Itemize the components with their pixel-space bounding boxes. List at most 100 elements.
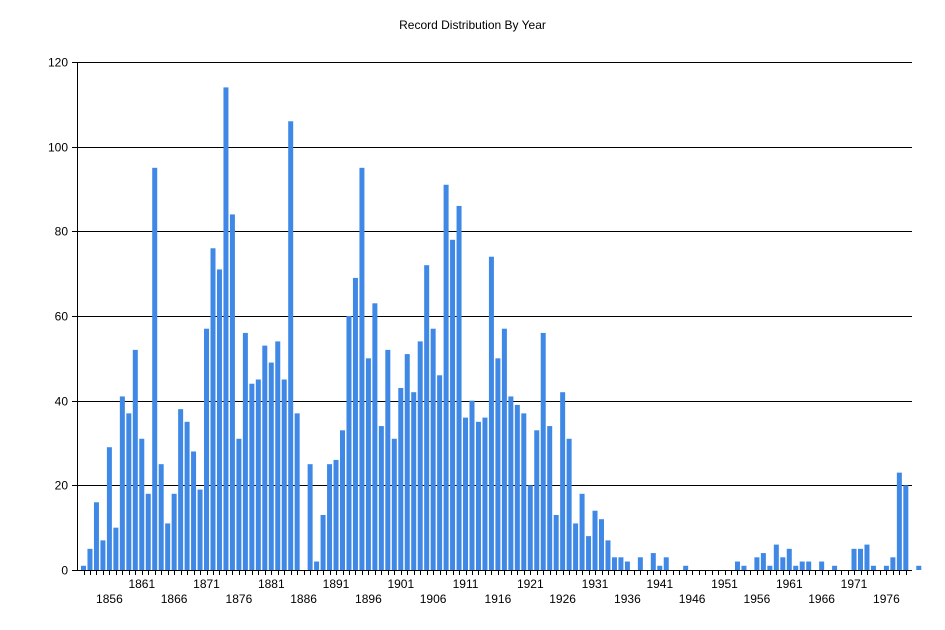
bar-1971 [851,548,857,570]
x-tick-label-lower: 1956 [744,592,771,606]
x-tick-label-upper: 1901 [387,577,414,591]
bars [81,87,922,571]
x-tick-label-lower: 1886 [290,592,317,606]
bar-1867 [178,409,184,570]
bar-1930 [586,536,592,570]
x-tick-label-lower: 1926 [549,592,576,606]
bar-1900 [391,438,397,570]
bar-1895 [359,167,365,570]
bar-1870 [197,489,203,570]
bar-1911 [463,417,469,570]
bar-1890 [327,464,333,570]
bar-1883 [281,379,287,570]
bar-1923 [540,332,546,570]
y-tick-label: 60 [55,310,69,324]
bar-1877 [242,332,248,570]
bar-1972 [858,548,863,570]
bar-1875 [229,214,235,570]
x-tick-label-upper: 1871 [193,577,220,591]
y-tick-label: 120 [48,56,68,70]
bar-1908 [443,184,449,570]
bar-1974 [870,565,876,570]
bar-1906 [430,328,436,570]
bar-1863 [152,167,158,570]
bar-1959 [773,544,779,570]
bar-1884 [288,121,294,571]
x-tick-label-lower: 1976 [873,592,900,606]
bar-1956 [754,557,760,570]
bar-1901 [398,387,404,570]
bar-1928 [573,523,579,570]
bar-1973 [864,544,870,570]
bar-1979 [903,485,909,570]
bar-1966 [819,561,825,570]
bar-1915 [488,256,494,570]
bar-1919 [514,404,520,570]
x-tick-label-upper: 1861 [128,577,155,591]
bar-1940 [650,553,656,570]
bar-1934 [611,557,617,570]
bar-1905 [424,265,430,570]
bar-1880 [262,345,268,570]
bar-1933 [605,540,611,570]
bar-1888 [314,561,320,570]
bar-1865 [165,523,171,570]
bar-1976 [883,565,889,570]
bar-1881 [268,362,274,570]
bar-1898 [378,426,384,570]
bar-1912 [469,400,475,570]
bar-1885 [294,413,300,570]
x-tick-label-lower: 1876 [226,592,253,606]
bar-1891 [333,459,339,570]
bar-1918 [508,396,514,570]
x-tick-label-upper: 1921 [517,577,544,591]
bar-1859 [126,413,132,570]
bar-1941 [657,565,663,570]
x-tick-label-upper: 1971 [841,577,868,591]
x-tick-label-lower: 1946 [679,592,706,606]
bar-1894 [352,277,358,570]
bar-1914 [482,417,488,570]
bar-1921 [527,485,533,570]
x-tick-label-upper: 1911 [453,577,479,591]
bar-1872 [210,248,216,570]
y-tick-label: 100 [48,141,68,155]
bar-1853 [87,548,93,570]
x-tick-label-lower: 1856 [96,592,123,606]
bar-1864 [158,464,164,570]
bar-1907 [437,375,443,570]
bar-1954 [741,565,747,570]
y-tick-label: 80 [55,225,69,239]
x-tick-label-lower: 1866 [161,592,188,606]
bar-1878 [249,383,255,570]
bar-1862 [145,493,151,570]
bar-1858 [119,396,125,570]
bar-1957 [760,553,766,570]
bar-1904 [417,341,423,570]
bar-1902 [404,354,410,570]
bar-1909 [450,239,456,571]
bar-1945 [683,565,689,570]
bar-1854 [93,502,99,570]
bar-1852 [81,565,86,570]
bar-1917 [501,328,507,570]
bar-1868 [184,421,190,570]
bar-1889 [320,514,326,570]
bar-1962 [793,565,799,570]
bar-1896 [365,358,371,570]
x-tick-label-upper: 1961 [776,577,803,591]
bar-1926 [560,392,566,570]
bar-1913 [475,421,481,570]
bar-1978 [896,472,902,570]
bar-1876 [236,438,242,570]
x-tick-label-upper: 1941 [646,577,673,591]
bar-1869 [191,451,197,570]
chart-title: Record Distribution By Year [399,18,546,32]
bar-1925 [553,514,559,570]
y-tick-label: 0 [61,564,68,578]
bar-1938 [637,557,643,570]
bar-1874 [223,87,229,571]
bar-1893 [346,316,352,570]
